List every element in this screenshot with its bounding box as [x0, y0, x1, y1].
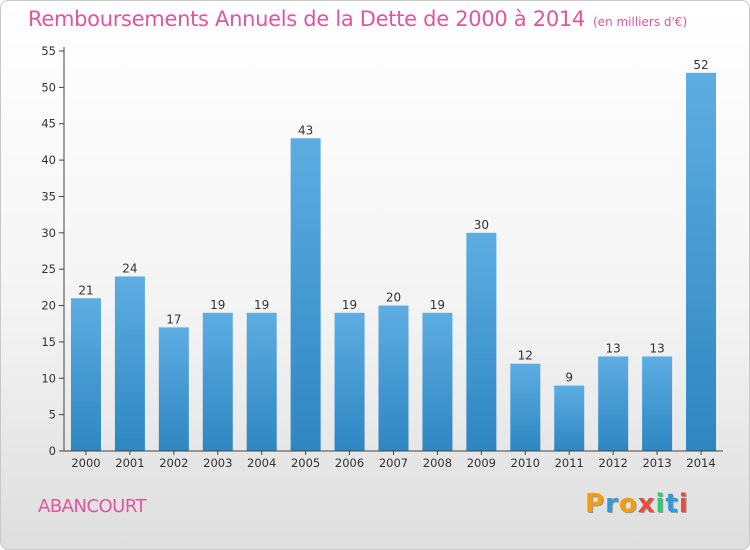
- chart-title: Remboursements Annuels de la Dette de 20…: [28, 7, 687, 31]
- y-tick-label: 20: [41, 299, 56, 313]
- brand-letter: r: [605, 489, 619, 519]
- bar-value-label: 21: [78, 283, 93, 297]
- bar-value-label: 9: [565, 371, 573, 385]
- y-tick-label: 50: [41, 80, 56, 94]
- bar: [466, 232, 497, 451]
- bar-value-label: 17: [166, 312, 181, 326]
- bar: [642, 356, 673, 451]
- bar: [510, 363, 541, 451]
- bars: 21 24 17 19 19 43 19 20 19 30 12 9 13 13 52: [70, 58, 717, 452]
- x-tick-label: 2014: [686, 456, 715, 470]
- y-tick-label: 40: [41, 153, 56, 167]
- brand-letter: i: [678, 489, 689, 519]
- x-tick-label: 2009: [467, 456, 496, 470]
- bar-value-label: 19: [254, 298, 269, 312]
- y-tick-label: 30: [41, 226, 56, 240]
- bar: [334, 312, 365, 451]
- bar-value-label: 19: [430, 298, 445, 312]
- y-tick-label: 35: [41, 189, 56, 203]
- bar: [70, 298, 101, 451]
- x-tick-label: 2004: [247, 456, 276, 470]
- brand-letter: P: [585, 489, 606, 519]
- y-tick-label: 5: [49, 408, 56, 422]
- bar: [422, 312, 453, 451]
- bar: [202, 312, 233, 451]
- y-tick-label: 0: [49, 444, 56, 458]
- bar: [378, 305, 409, 451]
- x-tick-label: 2007: [379, 456, 408, 470]
- bar-value-label: 19: [342, 298, 357, 312]
- bar-value-label: 19: [210, 298, 225, 312]
- bar-value-label: 13: [606, 341, 621, 355]
- x-tick-label: 2003: [203, 456, 232, 470]
- bar-value-label: 30: [474, 218, 489, 232]
- x-tick-label: 2013: [642, 456, 671, 470]
- x-tick-label: 2005: [291, 456, 320, 470]
- y-tick-label: 55: [41, 44, 56, 58]
- brand-letter: o: [618, 489, 638, 519]
- bar: [290, 138, 321, 452]
- y-tick-label: 25: [41, 262, 56, 276]
- x-tick-label: 2001: [115, 456, 144, 470]
- x-tick-label: 2008: [423, 456, 452, 470]
- bar-value-label: 13: [649, 341, 664, 355]
- x-tick-label: 2012: [599, 456, 628, 470]
- bar-value-label: 24: [122, 261, 137, 275]
- unit-note: (en milliers d'€): [593, 15, 688, 29]
- brand-letter: t: [665, 489, 679, 519]
- bar-value-label: 20: [386, 291, 401, 305]
- x-tick-label: 2002: [159, 456, 188, 470]
- chart-title-text: Remboursements Annuels de la Dette de 20…: [28, 7, 585, 31]
- commune-name: ABANCOURT: [38, 496, 147, 517]
- bar: [598, 356, 629, 451]
- bar: [158, 327, 189, 451]
- brand-letter: i: [655, 489, 666, 519]
- bar: [246, 312, 277, 451]
- x-tick-label: 2010: [511, 456, 540, 470]
- brand-logo[interactable]: Proxiti: [585, 489, 689, 519]
- y-tick-label: 10: [41, 371, 56, 385]
- bar: [114, 276, 145, 451]
- bar-value-label: 52: [693, 58, 708, 72]
- y-tick-label: 15: [41, 335, 56, 349]
- x-tick-label: 2011: [555, 456, 584, 470]
- x-axis: 2000 2001 2002 2003 2004 2005 2006 2007 2008 2009…: [64, 450, 723, 470]
- bar: [686, 72, 717, 452]
- y-axis: 0 5 10 15 20 25 30 35 40 45 50 55: [41, 44, 65, 458]
- bar-value-label: 43: [298, 123, 313, 137]
- bar-value-label: 12: [518, 349, 533, 363]
- brand-letter: x: [637, 489, 656, 519]
- x-tick-label: 2000: [71, 456, 100, 470]
- bar: [554, 385, 585, 451]
- x-tick-label: 2006: [335, 456, 364, 470]
- y-tick-label: 45: [41, 117, 56, 131]
